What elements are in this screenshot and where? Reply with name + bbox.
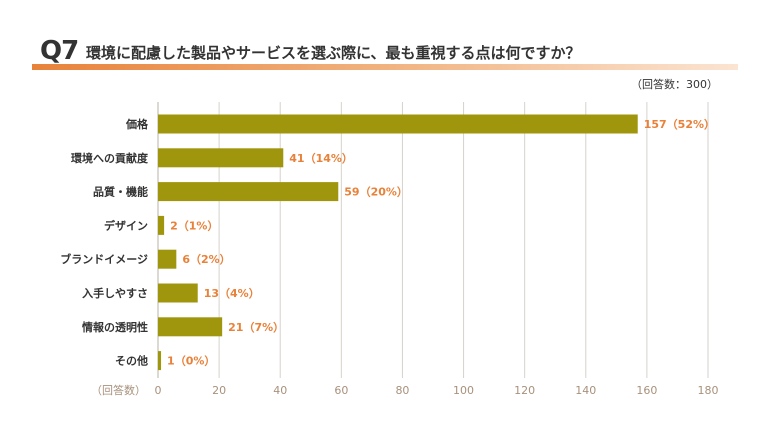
bar [158,148,284,168]
value-label: 157（52%） [644,118,715,131]
x-tick-label: 20 [212,384,226,397]
value-label: 6（2%） [182,253,230,266]
question-number: Q7 [40,36,79,66]
category-label: 環境への貢献度 [71,151,149,165]
value-label: 2（1%） [170,219,218,232]
x-tick-label: 40 [273,384,287,397]
x-tick-label: 180 [698,384,719,397]
category-label: 品質・機能 [93,185,148,199]
category-label: 価格 [125,117,149,131]
bar [158,182,339,202]
x-tick-label: 60 [334,384,348,397]
x-tick-label: 80 [395,384,409,397]
bar [158,215,165,235]
x-axis-label: （回答数） [91,383,146,397]
x-tick-label: 160 [636,384,657,397]
x-tick-label: 100 [453,384,474,397]
bar [158,249,177,269]
bar [158,351,162,371]
value-label: 1（0%） [167,355,215,368]
header-accent-bar [32,64,738,70]
value-label: 41（14%） [289,152,353,165]
x-tick-label: 120 [514,384,535,397]
category-label: その他 [115,354,148,368]
bar [158,283,198,303]
bar [158,114,638,134]
value-label: 21（7%） [228,321,284,334]
value-label: 59（20%） [344,186,408,199]
question-title: 環境に配慮した製品やサービスを選ぶ際に、最も重視する点は何ですか？ [86,44,581,62]
bar [158,317,223,337]
x-tick-label: 0 [155,384,162,397]
question-header: Q7 環境に配慮した製品やサービスを選ぶ際に、最も重視する点は何ですか？ [32,36,738,76]
category-label: 入手しやすさ [82,286,148,300]
respondent-count: （回答数：300） [631,78,718,91]
category-label: ブランドイメージ [60,252,148,266]
value-label: 13（4%） [204,287,260,300]
x-tick-label: 140 [575,384,596,397]
category-label: 情報の透明性 [82,320,148,334]
category-label: デザイン [104,218,148,232]
